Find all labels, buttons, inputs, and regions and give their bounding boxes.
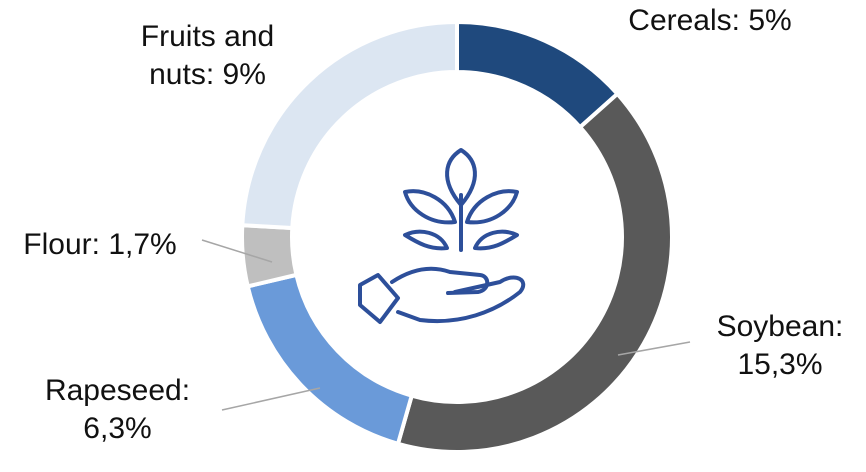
slice-value: 5% (748, 4, 792, 37)
slice-category: Cereals: (628, 4, 740, 37)
leader-line (617, 341, 691, 356)
leader-line (201, 239, 273, 263)
slice-category: Fruits and nuts: (140, 20, 275, 91)
slice-value: 9% (222, 58, 266, 91)
plant-icon (358, 148, 526, 324)
slice-category: Rapeseed: (44, 374, 191, 407)
slice-value: 1,7% (108, 228, 177, 261)
slice-category: Flour: (23, 228, 100, 261)
donut-slice (455, 19, 621, 130)
slice-value: 15,3% (737, 348, 823, 381)
slice-value: 6,3% (83, 412, 152, 445)
donut-slice (240, 19, 459, 231)
slice-label: Fruits and nuts: 9% (105, 18, 310, 94)
slice-label: Cereals: 5% (605, 2, 815, 40)
donut-slice (245, 272, 415, 447)
slice-label: Flour: 1,7% (0, 226, 200, 264)
slice-label: Soybean: 15,3% (695, 308, 865, 384)
donut-slice (395, 91, 674, 454)
leader-line (221, 387, 321, 411)
slice-label: Rapeseed: 6,3% (20, 372, 215, 448)
slice-category: Soybean: (716, 310, 844, 343)
